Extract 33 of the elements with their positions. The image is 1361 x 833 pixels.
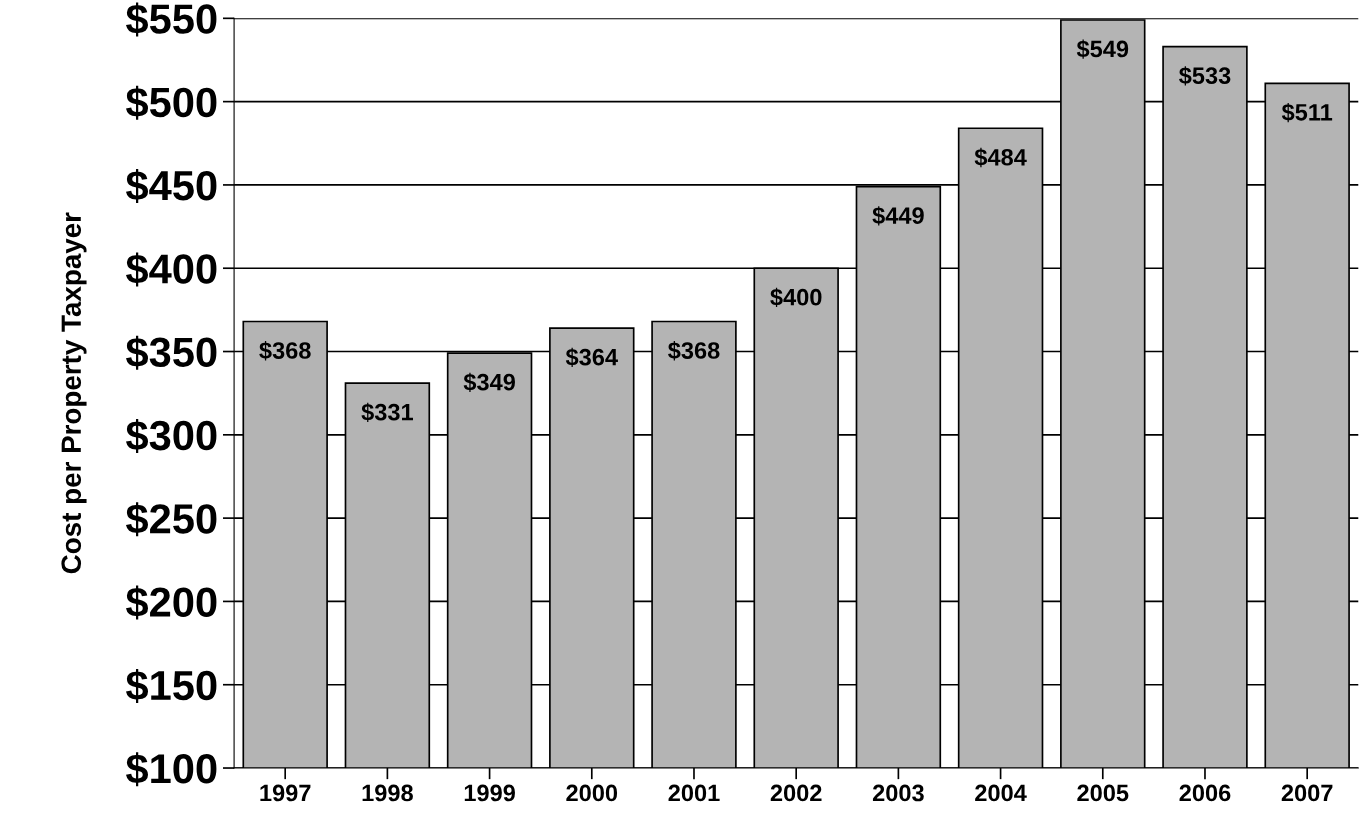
data-label: $511: [1281, 102, 1333, 123]
y-tick-label: $550: [125, 2, 217, 37]
data-label: $364: [565, 347, 618, 368]
y-tick-label: $150: [125, 668, 217, 703]
y-tick-label: $300: [125, 419, 217, 454]
x-tick-label: 2000: [566, 784, 618, 802]
data-label: $331: [361, 402, 413, 423]
y-axis-title: Cost per Property Taxpayer: [61, 212, 87, 574]
y-tick-label: $500: [125, 85, 217, 120]
y-tick-label: $400: [125, 252, 217, 287]
y-tick-label: $350: [125, 335, 217, 370]
x-tick-label: 1997: [260, 784, 311, 802]
data-label: $400: [770, 287, 822, 308]
x-tick-label: 2003: [872, 784, 924, 802]
data-label: $449: [872, 206, 924, 226]
y-tick-label: $450: [125, 169, 217, 204]
data-label: $368: [259, 341, 311, 361]
data-label: $368: [668, 341, 720, 361]
x-tick-label: 2007: [1281, 784, 1333, 802]
data-label: $484: [974, 147, 1027, 168]
x-tick-label: 2006: [1179, 784, 1231, 802]
data-label: $533: [1179, 66, 1231, 86]
x-tick-label: 2002: [770, 784, 822, 802]
x-tick-label: 1998: [362, 784, 413, 802]
x-tick-label: 2001: [668, 784, 720, 802]
y-tick-label: $100: [125, 752, 217, 787]
x-tick-label: 2005: [1077, 784, 1129, 802]
x-tick-label: 2004: [975, 784, 1027, 802]
data-label: $549: [1076, 39, 1129, 59]
y-tick-label: $250: [125, 502, 217, 537]
y-tick-label: $200: [125, 585, 217, 620]
x-tick-label: 1999: [464, 784, 515, 802]
data-label: $349: [463, 372, 515, 393]
